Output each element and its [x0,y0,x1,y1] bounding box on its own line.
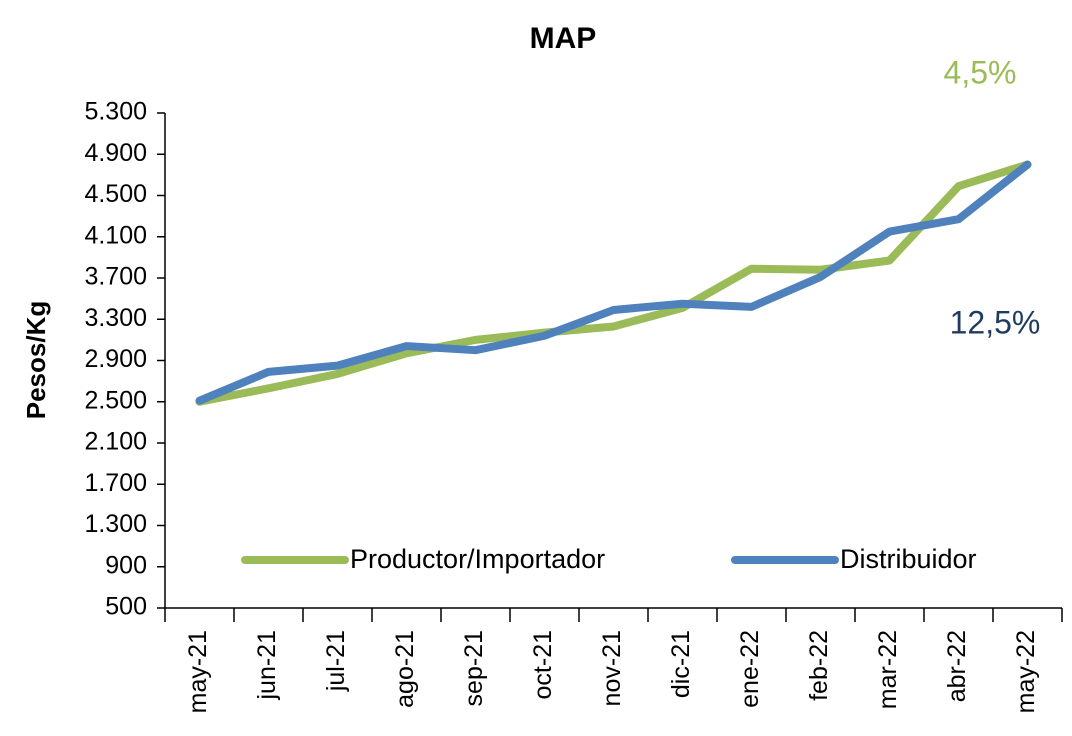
x-tick-label: may-22 [1012,630,1040,713]
x-tick-label: ene-22 [736,630,764,708]
y-tick-label: 2.900 [84,345,147,373]
x-tick-label: abr-22 [943,630,971,702]
y-tick-label: 3.300 [84,304,147,332]
x-tick-label: sep-21 [460,630,488,706]
x-tick-label: ago-21 [391,630,419,708]
x-tick-label: feb-22 [805,630,833,701]
x-tick-label: mar-22 [874,630,902,709]
y-tick-label: 4.500 [84,180,147,208]
y-axis-label: Pesos/Kg [21,301,51,420]
annotation: 12,5% [950,304,1041,340]
legend-label: Distribuidor [840,544,977,574]
chart-title: MAP [530,22,597,55]
x-tick-label: oct-21 [529,630,557,699]
y-tick-label: 900 [105,551,147,579]
y-tick-label: 2.500 [84,386,147,414]
x-tick-label: may-21 [184,630,212,713]
x-tick-label: nov-21 [598,630,626,706]
y-tick-label: 4.900 [84,139,147,167]
annotation: 4,5% [944,54,1017,90]
y-tick-label: 500 [105,593,147,621]
y-tick-label: 1.300 [84,510,147,538]
y-tick-label: 4.100 [84,221,147,249]
y-tick-label: 2.100 [84,428,147,456]
x-tick-label: jul-21 [322,630,350,692]
y-tick-label: 5.300 [84,98,147,126]
x-tick-label: jun-21 [253,630,281,701]
legend-label: Productor/Importador [350,544,605,574]
y-tick-label: 3.700 [84,263,147,291]
series-line [195,160,1032,406]
x-tick-label: dic-21 [667,630,695,698]
series-line [195,160,1032,405]
y-tick-label: 1.700 [84,469,147,497]
